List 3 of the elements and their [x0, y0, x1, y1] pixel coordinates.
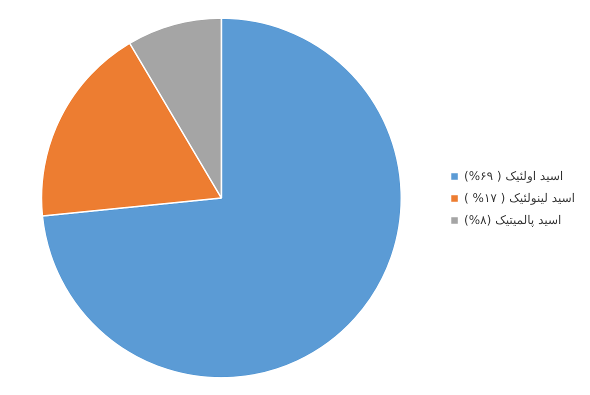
legend-label: اسید اولئیک ( ۶۹%)	[464, 168, 564, 182]
legend-label: اسید پالمیتیک (۸%)	[464, 212, 562, 226]
legend-label: اسید لینولئیک ( ۱۷% )	[464, 190, 575, 204]
